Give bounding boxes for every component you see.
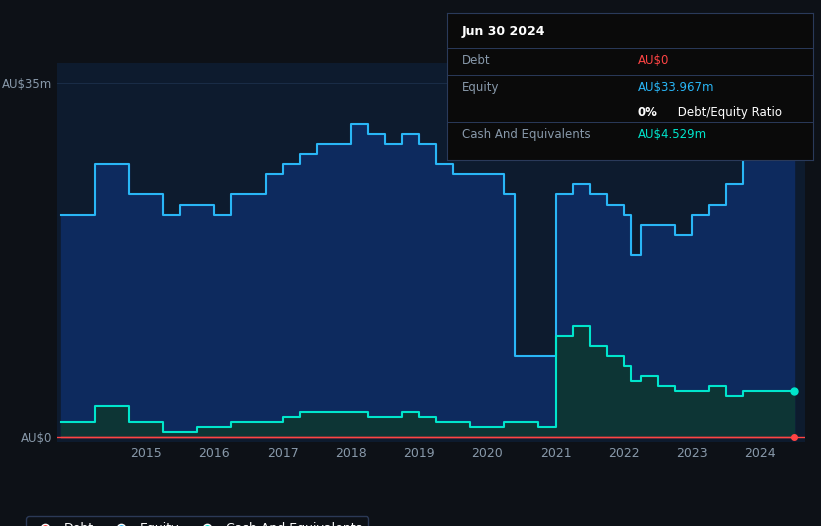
Text: Cash And Equivalents: Cash And Equivalents	[462, 128, 590, 141]
Legend: Debt, Equity, Cash And Equivalents: Debt, Equity, Cash And Equivalents	[26, 516, 369, 526]
Text: Debt/Equity Ratio: Debt/Equity Ratio	[674, 106, 782, 119]
Text: AU$0: AU$0	[637, 54, 669, 67]
Text: Equity: Equity	[462, 81, 499, 94]
Text: Jun 30 2024: Jun 30 2024	[462, 25, 546, 38]
Text: AU$33.967m: AU$33.967m	[637, 81, 714, 94]
Text: 0%: 0%	[637, 106, 658, 119]
Text: AU$4.529m: AU$4.529m	[637, 128, 707, 141]
Text: Debt: Debt	[462, 54, 491, 67]
